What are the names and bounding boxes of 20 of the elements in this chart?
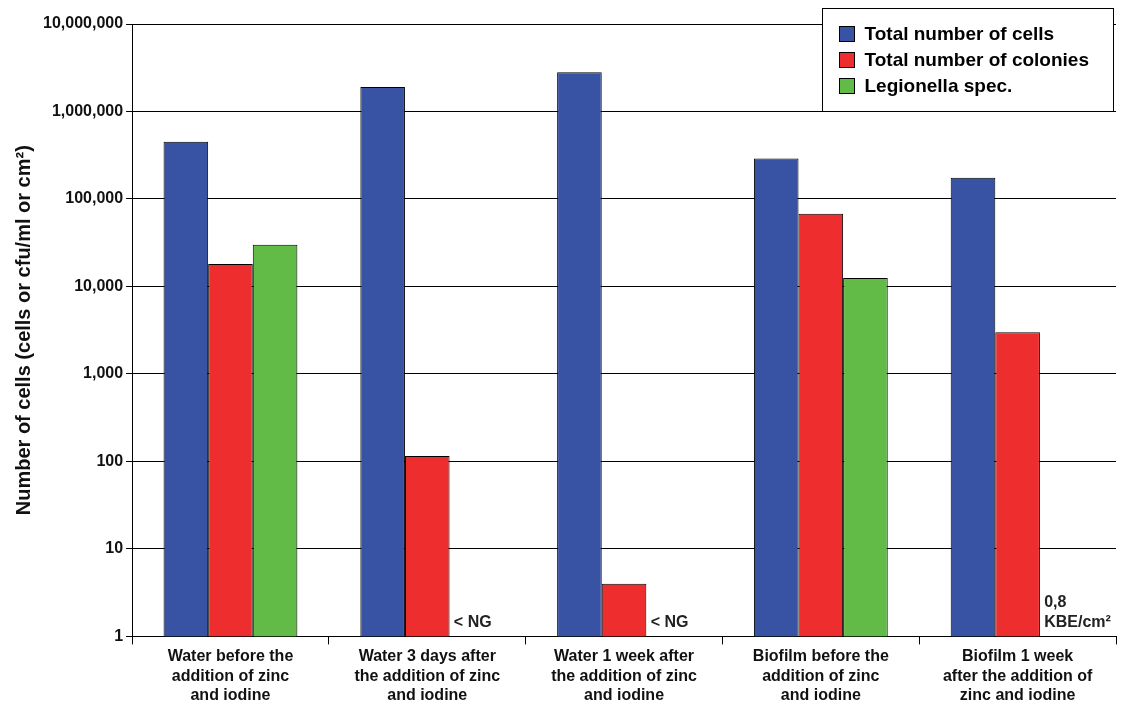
annotation: 0,8 KBE/cm² (1044, 592, 1111, 630)
y-tick-label: 100 (96, 451, 124, 469)
legend-label: Total number of cells (864, 23, 1055, 45)
annotation: < NG (453, 612, 492, 630)
legend-label: Total number of colonies (864, 49, 1089, 71)
x-tick-label: Biofilm before the addition of zinc and iodine (752, 647, 889, 703)
legend-label: Legionella spec. (864, 75, 1013, 97)
x-tick-label: Biofilm 1 week after the addition of zinc and iodine (942, 647, 1093, 703)
y-tick-label: 10,000,000 (43, 14, 124, 32)
x-tick-label: Water 1 week after the addition of zinc and iodine (551, 647, 698, 703)
y-tick-label: 1,000 (83, 364, 124, 382)
x-tick-label: Water 3 days after the addition of zinc and iodine (354, 647, 501, 703)
annotation: < NG (650, 612, 689, 630)
y-axis-title: Number of cells (cells or cfu/ml or cm²) (11, 145, 34, 516)
y-tick-label: 10 (105, 539, 124, 557)
x-tick-label: Water before the addition of zinc and iodine (167, 647, 294, 703)
y-tick-label: 1,000,000 (51, 101, 124, 119)
y-tick-label: 1 (114, 626, 124, 644)
y-tick-label: 100,000 (65, 189, 124, 207)
y-tick-label: 10,000 (74, 276, 124, 294)
